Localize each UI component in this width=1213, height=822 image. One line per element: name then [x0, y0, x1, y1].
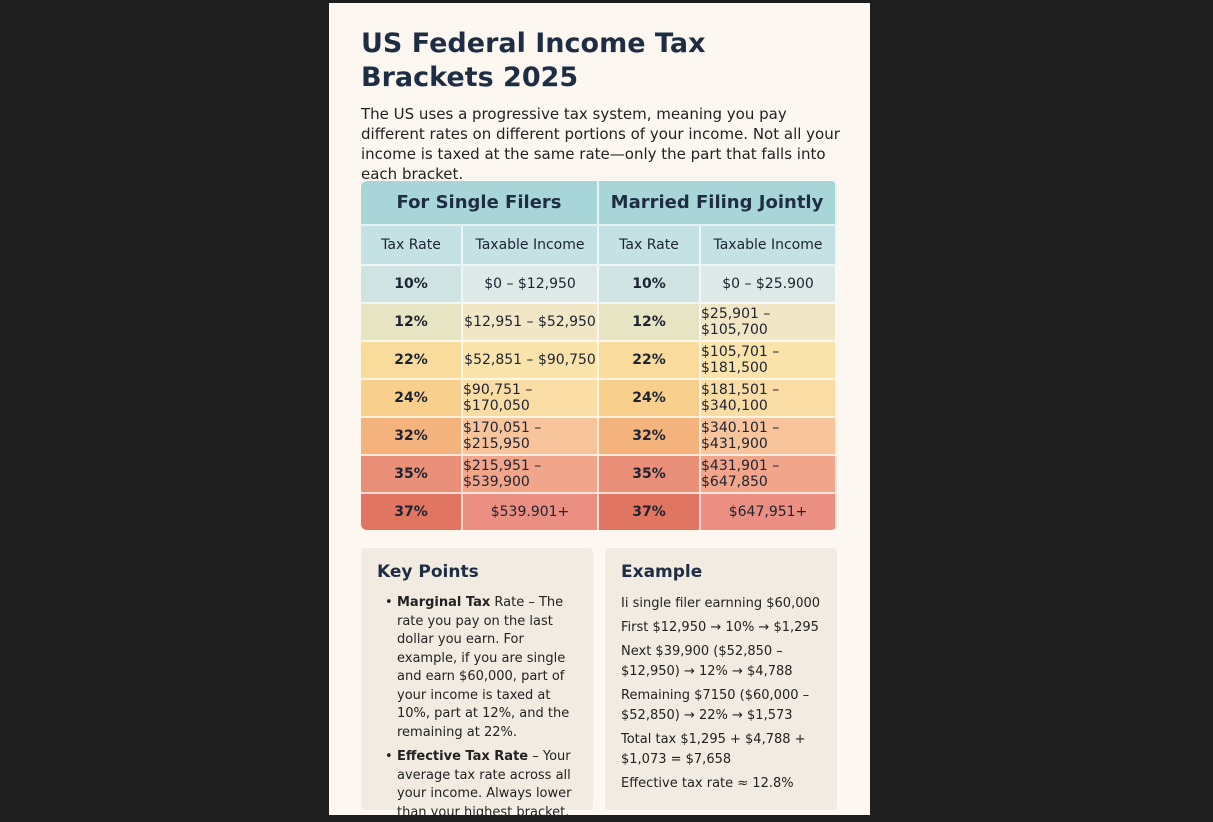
- single-income-cell: $90,751 – $170,050: [463, 380, 599, 418]
- example-line: Effective tax rate ≈ 12.8%: [621, 776, 794, 791]
- col-tax-rate: Tax Rate: [599, 226, 701, 266]
- key-point: Effective Tax Rate – Your average tax ra…: [385, 748, 577, 822]
- key-point: Marginal Tax Rate – The rate you pay on …: [385, 594, 577, 742]
- rate-cell: 10%: [361, 266, 463, 304]
- rate-cell: 37%: [361, 494, 463, 530]
- single-income-cell: $12,951 – $52,950: [463, 304, 599, 342]
- rate-cell: 22%: [599, 342, 701, 380]
- married-income-cell: $340.101 – $431,900: [701, 418, 837, 456]
- key-point-term: Marginal Tax: [397, 595, 491, 610]
- col-taxable-income: Taxable Income: [701, 226, 837, 266]
- page-title: US Federal Income Tax Brackets 2025: [361, 28, 706, 93]
- document: US Federal Income Tax Brackets 2025 The …: [329, 3, 870, 820]
- example-line: Next $39,900 ($52,850 – $12,950) → 12% →…: [621, 644, 793, 679]
- rate-cell: 12%: [599, 304, 701, 342]
- key-points-title: Key Points: [377, 562, 479, 582]
- married-income-cell: $105,701 – $181,500: [701, 342, 837, 380]
- key-points-box: Key Points Marginal Tax Rate – The rate …: [361, 548, 593, 820]
- key-point-term: Effective Tax Rate: [397, 749, 529, 764]
- single-income-cell: $170,051 – $215,950: [463, 418, 599, 456]
- married-income-cell: $431,901 – $647,850: [701, 456, 837, 494]
- example-title: Example: [621, 562, 703, 582]
- rate-cell: 37%: [599, 494, 701, 530]
- example-line: Remaining $7150 ($60,000 – $52,850) → 22…: [621, 688, 810, 723]
- example-line: First $12,950 → 10% → $1,295: [621, 620, 819, 635]
- rate-cell: 35%: [361, 456, 463, 494]
- col-taxable-income: Taxable Income: [463, 226, 599, 266]
- rate-cell: 35%: [599, 456, 701, 494]
- key-point-text: Rate – The rate you pay on the last doll…: [397, 595, 570, 740]
- rate-cell: 24%: [361, 380, 463, 418]
- single-income-cell: $215,951 – $539,900: [463, 456, 599, 494]
- married-income-cell: $181,501 – $340,100: [701, 380, 837, 418]
- single-income-cell: $52,851 – $90,750: [463, 342, 599, 380]
- single-filers-header: For Single Filers: [361, 181, 599, 226]
- rate-cell: 32%: [361, 418, 463, 456]
- example-line: Total tax $1,295 + $4,788 + $1,073 = $7,…: [621, 732, 806, 767]
- rate-cell: 32%: [599, 418, 701, 456]
- married-income-cell: $0 – $25.900: [701, 266, 837, 304]
- rate-cell: 24%: [599, 380, 701, 418]
- rate-cell: 10%: [599, 266, 701, 304]
- key-point-text: – Your average tax rate across all your …: [397, 749, 572, 820]
- tax-bracket-table: For Single Filers Married Filing Jointly…: [361, 181, 837, 530]
- married-jointly-header: Married Filing Jointly: [599, 181, 837, 226]
- single-income-cell: $0 – $12,950: [463, 266, 599, 304]
- example-line: Ii single filer earnning $60,000: [621, 596, 821, 611]
- rate-cell: 12%: [361, 304, 463, 342]
- married-income-cell: $25,901 – $105,700: [701, 304, 837, 342]
- married-income-cell: $647,951+: [701, 494, 837, 530]
- col-tax-rate: Tax Rate: [361, 226, 463, 266]
- single-income-cell: $539.901+: [463, 494, 599, 530]
- rate-cell: 22%: [361, 342, 463, 380]
- example-box: Example Ii single filer earnning $60,000…: [605, 548, 837, 810]
- intro-paragraph: The US uses a progressive tax system, me…: [361, 105, 840, 183]
